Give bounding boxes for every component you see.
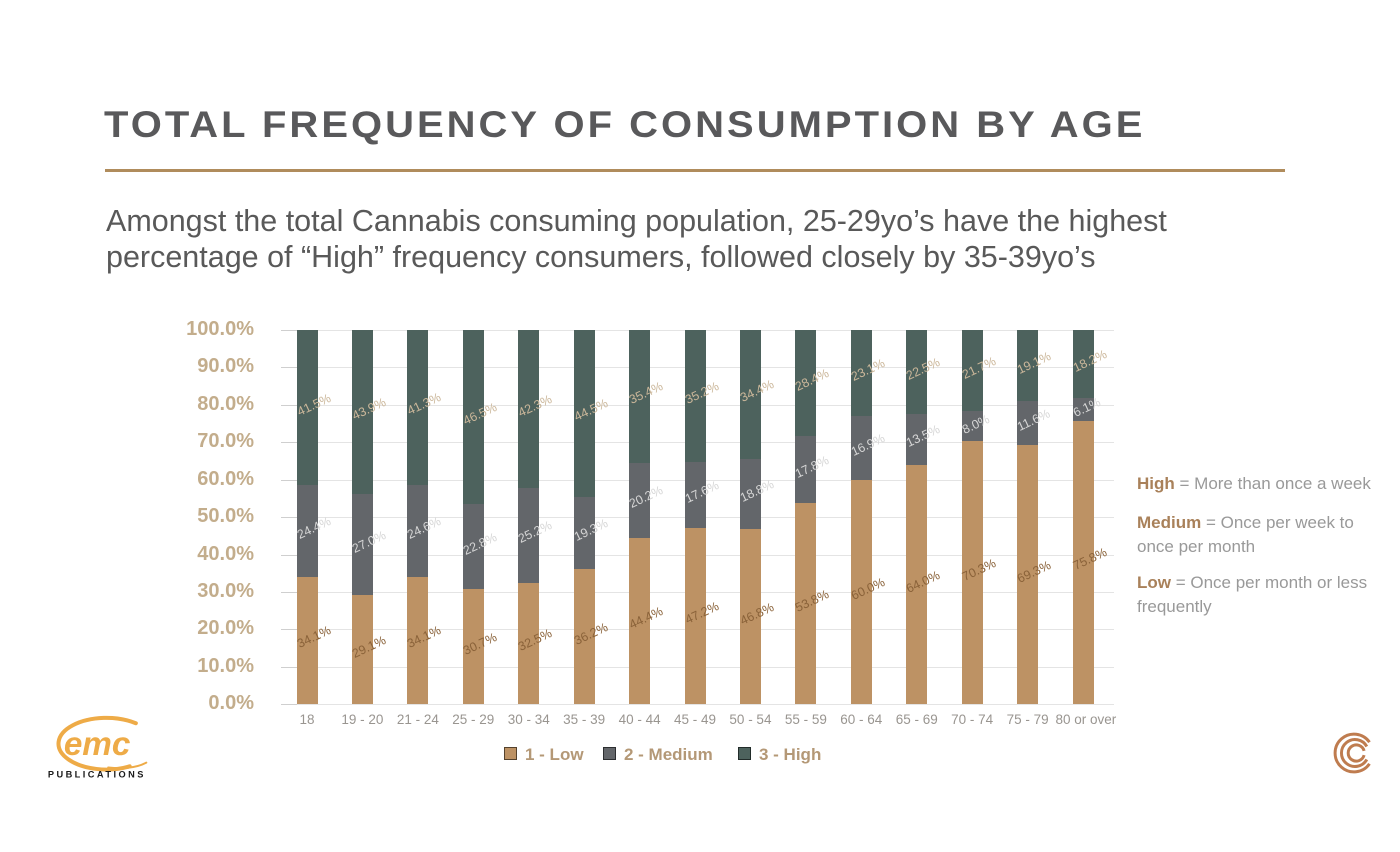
svg-text:emc: emc <box>64 726 131 763</box>
svg-text:PUBLICATIONS: PUBLICATIONS <box>48 769 146 779</box>
